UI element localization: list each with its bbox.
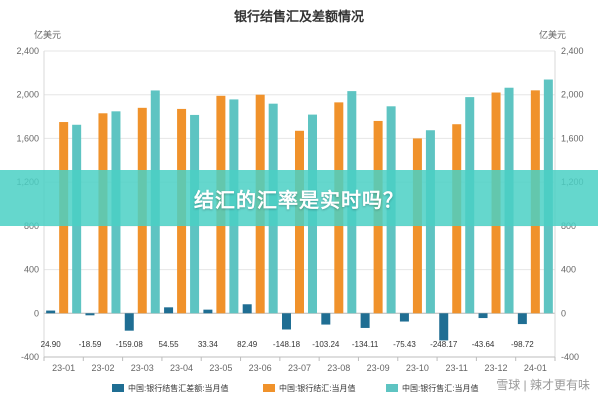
data-label: 82.49 xyxy=(237,340,258,349)
bar-balance xyxy=(399,313,409,322)
bar-balance xyxy=(321,313,331,325)
data-label: 24.90 xyxy=(41,340,62,349)
x-tick-label: 23-09 xyxy=(367,363,390,373)
title-banner: 结汇的汇率是实时吗？ xyxy=(0,170,598,226)
data-label: -248.17 xyxy=(430,340,458,349)
bar-balance xyxy=(203,309,213,314)
x-tick-label: 23-12 xyxy=(485,363,508,373)
bar-balance xyxy=(242,304,252,314)
data-label: 33.34 xyxy=(198,340,219,349)
bar-balance xyxy=(124,313,134,331)
x-tick-labels: 23-01 23-02 23-03 23-04 23-05 23-06 23-07 23-08… xyxy=(43,357,556,373)
y-tick-label-left: 1,600 xyxy=(16,133,39,143)
x-tick-label: 23-01 xyxy=(52,363,75,373)
data-label: -148.18 xyxy=(273,340,301,349)
data-label: -98.72 xyxy=(511,340,534,349)
y-tick-label-right: 0 xyxy=(561,308,566,318)
data-label: -43.64 xyxy=(472,340,495,349)
data-labels: 24.90 -18.59 -159.08 54.55 33.34 82.49 -148.18… xyxy=(41,340,535,349)
x-tick-label: 23-05 xyxy=(209,363,232,373)
bar-balance xyxy=(85,313,95,316)
data-label: -75.43 xyxy=(393,340,416,349)
data-label: -103.24 xyxy=(312,340,340,349)
watermark: 雪球 | 辣才更有味 xyxy=(496,378,590,392)
y-tick-label-right: 1,600 xyxy=(561,133,584,143)
y-tick-label-right: 2,400 xyxy=(561,46,584,56)
bar-balance xyxy=(439,313,449,341)
legend-label: 中国:银行结售汇差额:当月值 xyxy=(128,383,228,393)
legend-label: 中国:银行售汇:当月值 xyxy=(402,383,478,393)
x-tick-label: 23-04 xyxy=(170,363,193,373)
x-tick-label: 23-06 xyxy=(249,363,272,373)
y-unit-right: 亿美元 xyxy=(539,29,566,40)
y-tick-label-left: 2,400 xyxy=(16,46,39,56)
y-tick-label-right: -400 xyxy=(561,352,579,362)
x-tick-label: 23-07 xyxy=(288,363,311,373)
y-unit-left: 亿美元 xyxy=(34,29,61,40)
y-tick-label-left: -400 xyxy=(21,352,39,362)
chart-title: 银行结售汇及差额情况 xyxy=(234,9,364,24)
legend-label: 中国:银行结汇:当月值 xyxy=(279,383,355,393)
y-tick-label-left: 0 xyxy=(34,308,39,318)
banner-title: 结汇的汇率是实时吗？ xyxy=(194,187,404,212)
x-tick-label: 23-11 xyxy=(446,363,468,373)
bar-balance xyxy=(46,310,56,314)
y-tick-label-left: 400 xyxy=(24,265,39,275)
x-tick-label: 23-03 xyxy=(131,363,154,373)
legend: 中国:银行结售汇差额:当月值 中国:银行结汇:当月值 中国:银行售汇:当月值 xyxy=(112,383,478,393)
x-tick-label: 23-02 xyxy=(91,363,114,373)
data-label: 54.55 xyxy=(159,340,180,349)
legend-swatch xyxy=(386,384,398,392)
bar-balance xyxy=(282,313,291,330)
legend-swatch xyxy=(263,384,275,392)
bar-balance xyxy=(164,307,174,314)
data-label: -18.59 xyxy=(79,340,102,349)
data-label: -159.08 xyxy=(116,340,144,349)
legend-swatch xyxy=(112,384,124,392)
y-tick-label-left: 2,000 xyxy=(16,90,39,100)
bar-balance xyxy=(517,313,527,325)
bar-balance xyxy=(360,313,370,328)
x-tick-label: 24-01 xyxy=(524,363,547,373)
x-tick-label: 23-08 xyxy=(327,363,350,373)
x-tick-label: 23-10 xyxy=(406,363,429,373)
data-label: -134.11 xyxy=(352,340,379,349)
y-tick-label-right: 400 xyxy=(561,265,576,275)
bar-balance xyxy=(478,313,488,319)
y-tick-label-right: 2,000 xyxy=(561,90,584,100)
